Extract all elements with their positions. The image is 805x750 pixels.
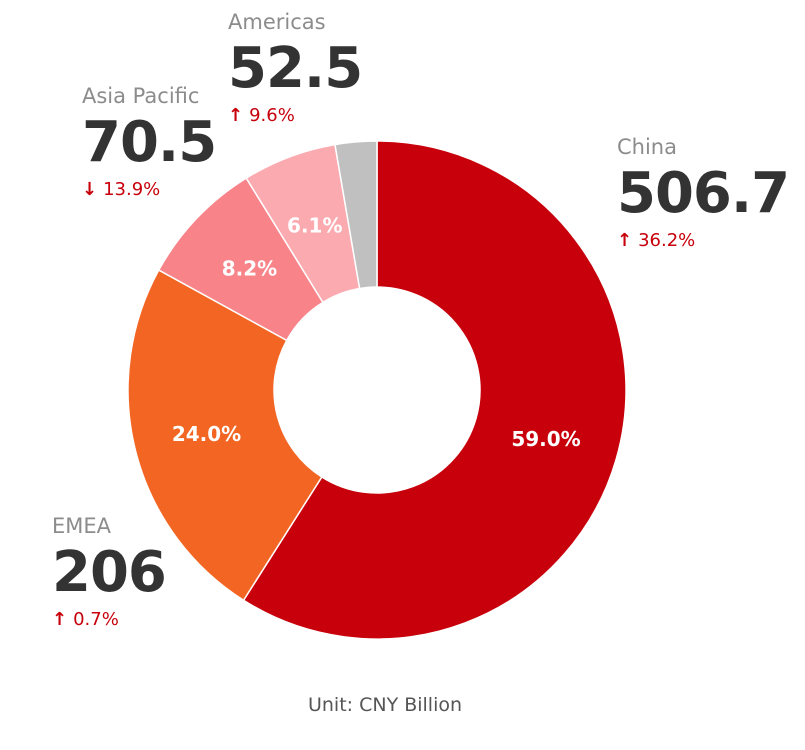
arrow-up-icon: ↑: [228, 105, 244, 126]
change-value: 9.6%: [249, 105, 295, 126]
slice-other: [334, 140, 378, 290]
region-change-asia-pacific: ↓ 13.9%: [82, 181, 216, 199]
slice-label-china: 59.0%: [511, 427, 580, 451]
region-label-americas: Americas: [228, 10, 326, 34]
region-change-china: ↑ 36.2%: [617, 232, 789, 250]
region-value-americas: 52.5: [228, 36, 363, 101]
region-value-china: 506.7: [617, 161, 790, 226]
region-change-emea: ↑ 0.7%: [52, 611, 166, 629]
arrow-up-icon: ↑: [52, 609, 68, 630]
region-value-emea: 206: [52, 540, 167, 605]
slice-label-emea: 24.0%: [172, 422, 241, 446]
region-label-asia-pacific: Asia Pacific: [82, 84, 200, 108]
unit-label: Unit: CNY Billion: [307, 694, 463, 716]
region-label-china: China: [617, 135, 677, 159]
region-change-americas: ↑ 9.6%: [228, 107, 362, 125]
slice-emea: [127, 269, 323, 602]
callout-china: China 506.7 ↑ 36.2%: [617, 135, 790, 250]
change-value: 36.2%: [638, 230, 696, 251]
callout-asia-pacific: Asia Pacific 70.5 ↓ 13.9%: [82, 84, 217, 199]
region-label-emea: EMEA: [52, 514, 112, 538]
change-value: 0.7%: [73, 609, 119, 630]
slice-label-americas: 6.1%: [287, 213, 342, 237]
slice-label-asia-pacific: 8.2%: [222, 257, 277, 281]
region-value-asia-pacific: 70.5: [82, 110, 217, 175]
change-value: 13.9%: [103, 179, 161, 200]
callout-emea: EMEA 206 ↑ 0.7%: [52, 514, 167, 629]
slice-china: [242, 140, 627, 640]
arrow-down-icon: ↓: [82, 179, 98, 200]
callout-americas: Americas 52.5 ↑ 9.6%: [228, 10, 363, 125]
arrow-up-icon: ↑: [617, 230, 633, 251]
